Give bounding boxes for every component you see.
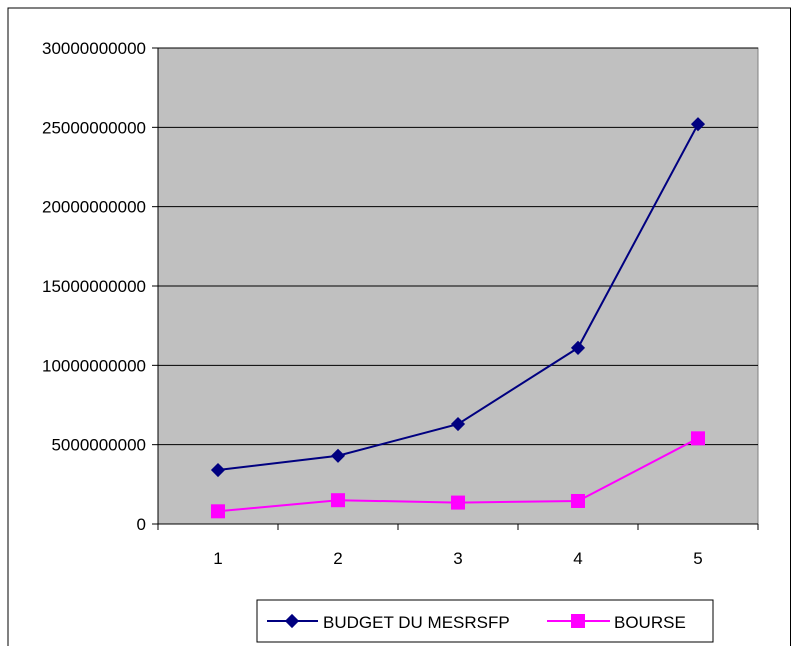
legend-marker-bourse (571, 614, 585, 628)
legend-marker-budget (284, 613, 300, 629)
y-tick-label: 20000000000 (42, 198, 146, 217)
x-tick-label: 3 (453, 549, 462, 568)
data-point (690, 117, 706, 132)
data-point (450, 416, 466, 432)
x-tick-label: 1 (213, 549, 222, 568)
x-axis: 1 2 3 4 5 (157, 523, 759, 568)
data-point (331, 493, 345, 508)
data-point (691, 431, 705, 446)
data-point (570, 340, 586, 355)
legend: BUDGET DU MESRSFP BOURSE (256, 599, 714, 643)
legend-label-budget: BUDGET DU MESRSFP (323, 613, 510, 632)
legend-label-bourse: BOURSE (614, 613, 686, 632)
legend-box (256, 599, 714, 643)
chart-border (7, 7, 791, 646)
y-tick-label: 30000000000 (42, 39, 146, 58)
y-tick-label: 15000000000 (42, 277, 146, 296)
x-tick-label: 5 (693, 549, 702, 568)
y-tick-label: 0 (137, 515, 146, 534)
series-layer (210, 117, 706, 519)
data-point (330, 448, 346, 463)
x-tick-label: 4 (573, 549, 582, 568)
data-point (210, 462, 226, 478)
y-tick-label: 10000000000 (42, 356, 146, 375)
data-point (211, 504, 225, 519)
data-point (571, 493, 585, 508)
x-tick-label: 2 (333, 549, 342, 568)
gridlines (158, 47, 758, 446)
y-axis: 0 5000000000 10000000000 15000000000 2000000… (42, 39, 159, 534)
y-tick-label: 5000000000 (51, 436, 146, 455)
y-tick-label: 25000000000 (42, 118, 146, 137)
data-point (451, 495, 465, 510)
